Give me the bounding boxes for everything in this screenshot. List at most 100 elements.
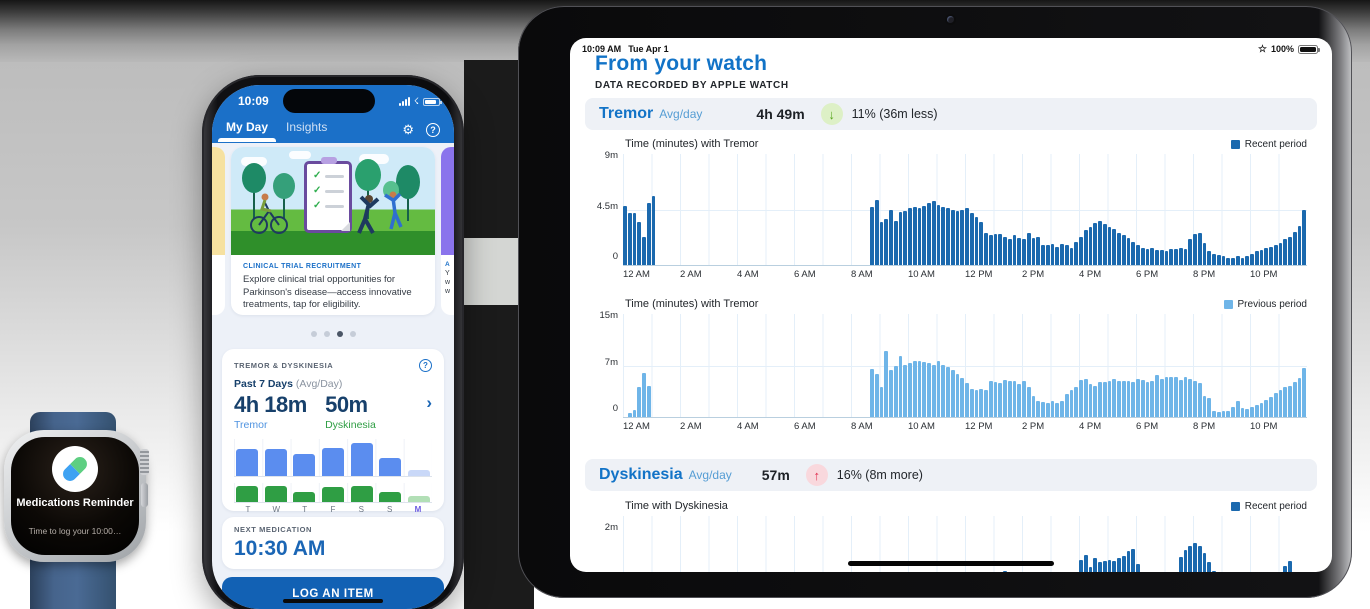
x-tick-label: 4 AM xyxy=(737,421,759,432)
week-bar xyxy=(350,486,373,502)
watch-notification-subtitle[interactable]: Time to log your 10:00… xyxy=(28,526,122,536)
tremor-avg-value: 4h 49m xyxy=(756,106,805,122)
tab-my-day[interactable]: My Day xyxy=(218,120,277,142)
chart-bar xyxy=(1079,559,1083,572)
card-body: Explore clinical trial opportunities for… xyxy=(243,274,412,310)
y-axis-labels: 9m 4.5m 0 xyxy=(595,150,623,262)
week-bar xyxy=(293,491,316,502)
phone-time: 10:09 xyxy=(238,94,269,108)
chart-bar xyxy=(1297,225,1302,265)
carousel-dot[interactable] xyxy=(310,331,317,337)
help-icon[interactable]: ? xyxy=(419,359,432,372)
x-tick-label: 6 PM xyxy=(1136,421,1159,432)
watch-digital-crown[interactable] xyxy=(140,449,149,475)
chart-bar xyxy=(1069,390,1074,417)
chart-bar xyxy=(946,366,950,417)
previous-card-edge[interactable] xyxy=(212,147,225,315)
chart-bar xyxy=(998,382,1002,417)
chart-bar xyxy=(1207,398,1211,417)
watch-side-button[interactable] xyxy=(141,483,148,507)
ipad-home-indicator[interactable] xyxy=(848,561,1054,566)
chart-bar xyxy=(1126,551,1131,572)
clinical-trial-card[interactable]: ✓ ✓ ✓ CLINICAL TRIAL RECRUITMENT Explore… xyxy=(231,147,435,315)
x-tick-label: 2 AM xyxy=(680,421,702,432)
chevron-right-icon[interactable]: › xyxy=(426,393,432,412)
carousel-dot[interactable] xyxy=(336,331,343,337)
tab-insights[interactable]: Insights xyxy=(286,120,328,134)
dyskinesia-value: 50m xyxy=(325,392,368,417)
tremor-dyskinesia-card[interactable]: TREMOR & DYSKINESIA ? Past 7 Days (Avg/D… xyxy=(222,349,444,538)
chart-bar xyxy=(1102,560,1107,572)
chart-bar xyxy=(1117,381,1121,417)
chart-bar xyxy=(1026,387,1031,417)
watch-notification-title[interactable]: Medications Reminder xyxy=(16,497,134,509)
chart-bar xyxy=(1093,558,1097,572)
week-bar xyxy=(350,443,373,476)
help-icon[interactable]: ? xyxy=(426,123,440,137)
carousel-dot[interactable] xyxy=(323,331,330,337)
iphone-home-indicator[interactable] xyxy=(283,599,383,603)
chart-bar xyxy=(1036,236,1040,265)
chart-bar xyxy=(898,211,903,265)
tremor-label: Tremor xyxy=(234,419,268,431)
wifi-icon: ☆ xyxy=(1258,43,1267,55)
chart-bar xyxy=(642,236,646,265)
y-tick-label: 7m xyxy=(604,356,618,368)
chart-bar xyxy=(1150,380,1154,417)
chart-bar xyxy=(1273,245,1278,265)
x-tick-label: 8 PM xyxy=(1193,421,1216,432)
legend-swatch-icon xyxy=(1230,502,1240,511)
settings-gear-icon[interactable]: ⚙ xyxy=(402,122,414,137)
chart-bar xyxy=(931,364,936,417)
tremor-section-row[interactable]: Tremor Avg/day 4h 49m ↓ 11% (36m less) xyxy=(585,98,1317,130)
chart-bar xyxy=(1069,247,1074,265)
phone-status-icons: ☇ xyxy=(398,96,442,107)
chart-bar xyxy=(1126,381,1131,417)
chart-bar xyxy=(874,373,879,417)
chart-bar xyxy=(1088,384,1093,417)
chart-bar xyxy=(1207,561,1211,572)
chart-bar xyxy=(1102,381,1107,417)
chart-bar xyxy=(1050,401,1055,417)
chart-bar xyxy=(969,213,974,265)
weekday-label: T xyxy=(245,505,251,514)
chart-bar xyxy=(1121,235,1126,265)
chart-bar xyxy=(1169,248,1173,265)
legend-swatch-icon xyxy=(1230,140,1240,149)
tremor-recent-chart: Time (minutes) with Tremor Recent period… xyxy=(595,136,1307,280)
log-an-item-button[interactable]: LOG AN ITEM xyxy=(222,577,444,609)
dyskinesia-section-row[interactable]: Dyskinesia Avg/day 57m ↑ 16% (8m more) xyxy=(585,459,1317,491)
chart-bar xyxy=(1022,381,1026,417)
next-medication-time: 10:30 AM xyxy=(234,537,326,560)
chart-bar xyxy=(1221,256,1226,265)
chart-bar xyxy=(1041,401,1045,417)
chart-bar xyxy=(651,195,656,265)
chart-bar xyxy=(1079,236,1083,265)
period-label: Past 7 Days (Avg/Day) xyxy=(234,378,343,390)
chart-bar xyxy=(1216,255,1221,265)
next-medication-card[interactable]: NEXT MEDICATION 10:30 AM xyxy=(222,517,444,569)
chart-bar xyxy=(984,232,988,265)
x-tick-label: 10 AM xyxy=(908,269,935,280)
chart-bar xyxy=(1278,242,1283,265)
chart-bar xyxy=(922,362,926,417)
chart-bar xyxy=(889,209,893,265)
dyskinesia-week-bars xyxy=(234,483,432,503)
chart-bar xyxy=(1041,245,1045,265)
carousel-dot[interactable] xyxy=(349,331,356,337)
chart-bar xyxy=(1145,248,1150,265)
chart-bar xyxy=(1107,226,1112,265)
carousel-dots xyxy=(212,331,454,337)
x-tick-label: 2 PM xyxy=(1022,421,1045,432)
chart-bar xyxy=(1221,410,1226,417)
chart-bar xyxy=(1288,386,1292,417)
week-bar xyxy=(236,449,258,476)
chart-bar xyxy=(1150,247,1154,265)
chart-bar xyxy=(979,221,983,265)
dyskinesia-section-title: Dyskinesia xyxy=(599,466,683,483)
chart-bar xyxy=(1212,410,1216,417)
bars xyxy=(623,516,1307,572)
chart-bar xyxy=(1288,236,1292,265)
next-medication-label: NEXT MEDICATION xyxy=(234,525,313,534)
